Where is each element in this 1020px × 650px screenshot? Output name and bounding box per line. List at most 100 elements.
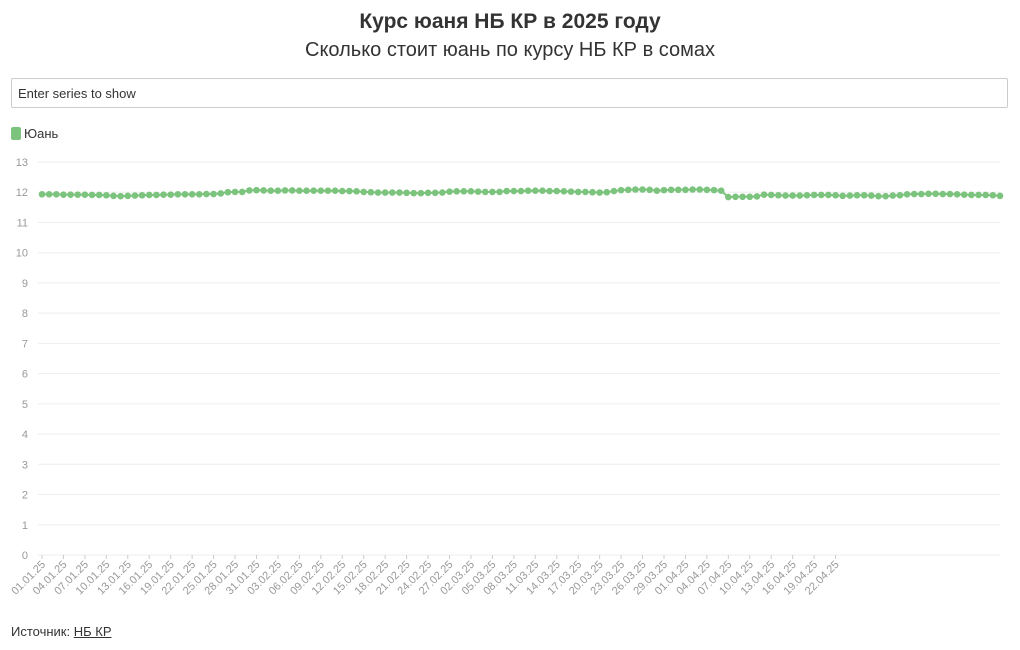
data-point [60, 191, 67, 198]
data-point [953, 191, 961, 198]
data-point [703, 186, 711, 194]
data-point [210, 190, 217, 198]
data-point [803, 191, 811, 199]
data-point [932, 190, 939, 198]
y-tick-label: 5 [22, 399, 28, 411]
data-point [975, 191, 982, 199]
data-point [389, 189, 396, 196]
data-point [346, 187, 353, 195]
data-point [767, 191, 775, 199]
data-point [882, 192, 889, 200]
data-point [553, 187, 561, 195]
data-point [832, 191, 839, 199]
data-point [732, 193, 739, 201]
y-tick-label: 9 [22, 278, 28, 290]
data-point [224, 188, 232, 196]
data-point [481, 188, 489, 196]
data-point [846, 192, 854, 199]
data-point [52, 191, 60, 198]
data-point [217, 190, 225, 197]
data-point [74, 191, 82, 198]
data-point [110, 192, 117, 200]
data-point [746, 193, 754, 201]
x-axis-ticks: 01.01.2504.01.2507.01.2510.01.2513.01.25… [9, 555, 842, 597]
data-point [696, 186, 704, 193]
data-point [439, 189, 446, 196]
data-point [889, 192, 897, 199]
data-point [546, 187, 553, 195]
data-point [853, 191, 861, 199]
data-point [582, 188, 589, 196]
data-point [489, 188, 496, 196]
legend-label[interactable]: Юань [24, 125, 59, 141]
data-point [968, 191, 975, 199]
data-point [875, 192, 882, 200]
source-link[interactable]: НБ КР [73, 624, 112, 639]
data-point [367, 188, 375, 196]
data-point [174, 191, 182, 198]
data-point [331, 187, 339, 195]
data-point [639, 186, 646, 193]
data-point [474, 188, 482, 195]
legend-swatch [11, 126, 21, 140]
data-point [632, 186, 639, 193]
data-point [274, 187, 282, 195]
y-tick-label: 3 [22, 459, 28, 471]
data-point [539, 187, 546, 195]
legend[interactable]: Юань [11, 125, 58, 141]
data-point [817, 191, 825, 199]
data-point [181, 191, 189, 198]
data-point [160, 191, 167, 198]
data-point [896, 191, 904, 199]
data-point [868, 192, 875, 199]
data-point [117, 192, 124, 200]
data-point [753, 193, 761, 200]
data-point [417, 189, 425, 197]
data-point [260, 187, 267, 194]
chart-subtitle: Сколько стоит юань по курсу НБ КР в сома… [305, 39, 715, 61]
data-point [810, 191, 818, 199]
data-point [281, 187, 289, 194]
series-search-input[interactable] [11, 78, 1008, 108]
data-point [310, 187, 317, 195]
data-point [789, 192, 796, 199]
data-point [710, 186, 718, 194]
data-point [503, 187, 511, 195]
data-point [338, 187, 346, 195]
data-point [946, 190, 954, 198]
data-point [95, 191, 103, 199]
data-point [510, 187, 518, 195]
data-point [38, 191, 46, 198]
source-note: Источник: НБ КР [11, 624, 112, 639]
data-point [531, 187, 539, 195]
data-point [431, 189, 439, 197]
data-point [238, 188, 246, 196]
chart-title: Курс юаня НБ КР в 2025 году [359, 10, 661, 33]
data-point [153, 191, 160, 199]
data-point [839, 192, 847, 200]
data-point [231, 188, 239, 196]
data-point [45, 191, 53, 198]
data-point [939, 190, 947, 198]
data-point [617, 186, 625, 194]
data-point [624, 186, 632, 194]
data-point [918, 190, 925, 198]
data-point [317, 187, 325, 195]
data-point [660, 186, 668, 194]
data-point [188, 191, 196, 198]
data-point [467, 188, 475, 195]
data-point [982, 191, 990, 199]
series-group [38, 186, 1004, 201]
y-tick-label: 10 [16, 248, 28, 260]
data-point [689, 186, 696, 193]
data-point [574, 188, 582, 196]
y-tick-label: 12 [16, 187, 28, 199]
data-point [124, 192, 132, 200]
data-point [610, 187, 618, 195]
data-point [396, 189, 403, 196]
data-point [203, 190, 210, 198]
data-point [760, 191, 768, 198]
data-point [403, 189, 410, 197]
data-point [267, 187, 275, 195]
